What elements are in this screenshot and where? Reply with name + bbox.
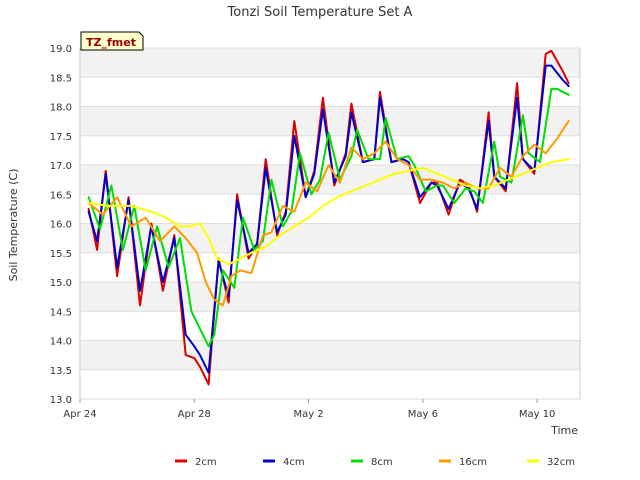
legend: 2cm 4cm 8cm 16cm 32cm <box>175 457 575 468</box>
series-line-4cm <box>87 64 570 374</box>
x-tick-label: May 6 <box>408 409 438 420</box>
y-tick-label: 18.0 <box>50 103 72 114</box>
gridlines <box>80 47 580 400</box>
y-tick-label: 17.5 <box>50 132 72 143</box>
y-tick-label: 13.0 <box>50 395 72 406</box>
y-tick-label: 15.5 <box>50 249 72 260</box>
y-tick-labels: 13.0 13.5 14.0 14.5 15.0 15.5 16.0 16.5 17.0 17.5… <box>50 44 72 406</box>
legend-label-4cm: 4cm <box>283 457 305 468</box>
y-tick-label: 15.0 <box>50 278 72 289</box>
x-axis-label: Time <box>550 424 578 437</box>
x-tick-label: Apr 28 <box>178 409 211 420</box>
x-tick-labels: Apr 24 Apr 28 May 2 May 6 May 10 <box>63 399 555 420</box>
x-tick-label: Apr 24 <box>63 409 96 420</box>
y-tick-label: 19.0 <box>50 44 72 55</box>
y-tick-label: 18.5 <box>50 73 72 84</box>
legend-label-32cm: 32cm <box>547 457 575 468</box>
legend-label-2cm: 2cm <box>195 457 217 468</box>
y-tick-label: 14.5 <box>50 307 72 318</box>
legend-label-16cm: 16cm <box>459 457 487 468</box>
y-tick-label: 14.0 <box>50 337 72 348</box>
y-tick-label: 16.0 <box>50 220 72 231</box>
series-lines <box>87 49 570 386</box>
series-line-16cm <box>87 120 570 307</box>
plot-band <box>80 48 580 78</box>
series-line-8cm <box>87 87 570 348</box>
plot-band <box>80 340 580 370</box>
x-tick-label: May 10 <box>519 409 556 420</box>
series-line-2cm <box>87 49 570 386</box>
y-tick-label: 13.5 <box>50 366 72 377</box>
y-axis-label: Soil Temperature (C) <box>7 169 20 282</box>
y-tick-label: 17.0 <box>50 161 72 172</box>
y-tick-label: 16.5 <box>50 190 72 201</box>
plot-bands <box>80 48 580 370</box>
series-line-32cm <box>87 158 570 266</box>
plot-band <box>80 282 580 312</box>
x-tick-label: May 2 <box>293 409 323 420</box>
chart-title: Tonzi Soil Temperature Set A <box>227 5 413 20</box>
annotation-label: TZ_fmet <box>86 36 136 49</box>
legend-label-8cm: 8cm <box>371 457 393 468</box>
annotation-box: TZ_fmet <box>80 31 144 51</box>
plot-band <box>80 106 580 136</box>
